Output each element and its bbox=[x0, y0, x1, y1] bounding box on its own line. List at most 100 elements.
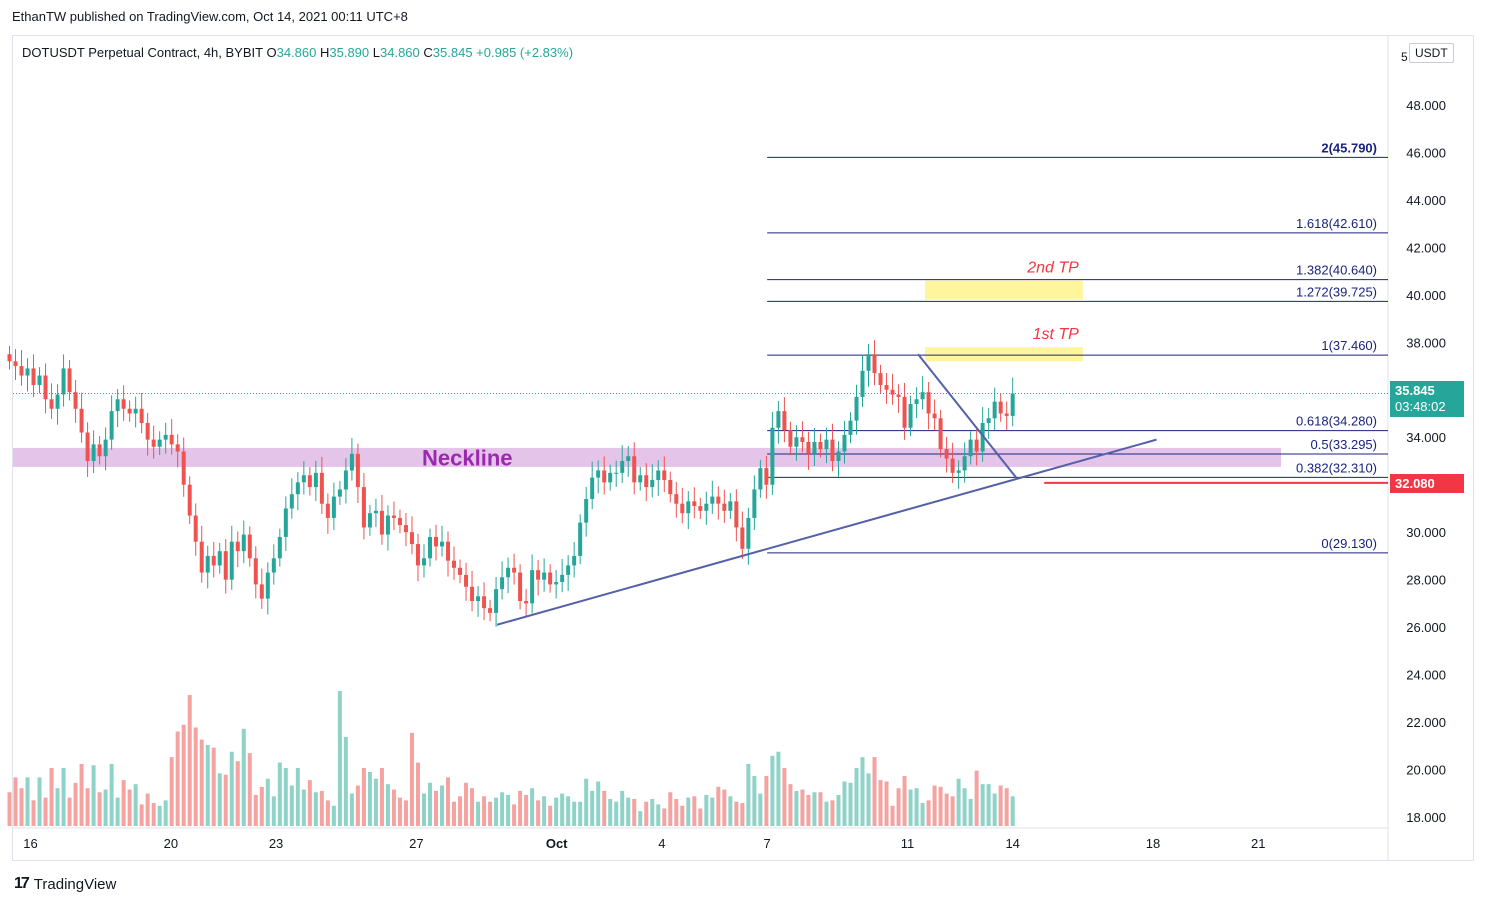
volume-bar bbox=[331, 805, 336, 826]
volume-bar bbox=[325, 800, 330, 826]
volume-bar bbox=[842, 781, 847, 826]
volume-bar bbox=[692, 796, 697, 826]
candle-body bbox=[265, 572, 270, 599]
candle-body bbox=[956, 470, 961, 473]
volume-bar bbox=[890, 805, 895, 826]
tradingview-brand[interactable]: 17 TradingView bbox=[14, 875, 116, 893]
volume-bar bbox=[1010, 796, 1015, 826]
trendline-2 bbox=[917, 353, 1017, 479]
candle-body bbox=[415, 544, 420, 566]
candle-body bbox=[403, 525, 408, 533]
x-tick-label: 7 bbox=[764, 836, 771, 851]
candle-body bbox=[830, 439, 835, 461]
candle-body bbox=[187, 484, 192, 516]
volume-bar bbox=[67, 797, 72, 826]
candle-body bbox=[295, 482, 300, 495]
volume-bar bbox=[740, 803, 745, 826]
volume-bar bbox=[127, 789, 132, 826]
candle-body bbox=[656, 470, 661, 480]
candle-body bbox=[61, 368, 66, 395]
volume-bar bbox=[944, 793, 949, 826]
volume-bar bbox=[91, 765, 96, 826]
candle-body bbox=[770, 427, 775, 485]
volume-bar bbox=[704, 794, 709, 826]
volume-bar bbox=[506, 794, 511, 826]
candle-body bbox=[199, 541, 204, 573]
volume-bar bbox=[566, 796, 571, 826]
candle-body bbox=[788, 430, 793, 447]
volume-bar bbox=[902, 776, 907, 826]
volume-bar bbox=[884, 781, 889, 826]
volume-bar bbox=[656, 804, 661, 826]
volume-bar bbox=[806, 794, 811, 826]
volume-bar bbox=[13, 777, 18, 826]
chart-frame bbox=[12, 35, 1474, 861]
volume-bar bbox=[680, 805, 685, 826]
volume-bar bbox=[133, 784, 138, 826]
volume-bar bbox=[812, 792, 817, 826]
candle-body bbox=[512, 567, 517, 573]
candle-body bbox=[758, 468, 763, 490]
candle-body bbox=[554, 582, 559, 585]
candle-body bbox=[31, 368, 36, 386]
candle-body bbox=[409, 532, 414, 545]
y-tick-label: 40.000 bbox=[1406, 288, 1446, 303]
candle-body bbox=[902, 396, 907, 428]
volume-bar bbox=[211, 747, 216, 826]
x-tick-label: 4 bbox=[658, 836, 665, 851]
candle-body bbox=[596, 470, 601, 478]
candle-body bbox=[986, 418, 991, 424]
volume-bar bbox=[488, 801, 493, 826]
x-tick-label: 14 bbox=[1005, 836, 1019, 851]
volume-bar bbox=[920, 803, 925, 826]
volume-bar bbox=[512, 804, 517, 826]
candle-body bbox=[169, 434, 174, 445]
candle-body bbox=[247, 534, 252, 559]
volume-bar bbox=[427, 782, 432, 826]
volume-bar bbox=[409, 732, 414, 826]
candle-body bbox=[662, 470, 667, 480]
candle-body bbox=[452, 560, 457, 568]
volume-bar bbox=[524, 794, 529, 826]
candle-body bbox=[518, 572, 523, 602]
candle-body bbox=[848, 420, 853, 435]
volume-bar bbox=[650, 799, 655, 826]
candle-body bbox=[145, 423, 150, 440]
candle-body bbox=[337, 489, 342, 497]
volume-bar bbox=[458, 796, 463, 826]
volume-bar bbox=[662, 808, 667, 826]
candle-body bbox=[205, 555, 210, 573]
candle-body bbox=[710, 496, 715, 504]
candle-body bbox=[614, 472, 619, 474]
volume-bar bbox=[998, 785, 1003, 826]
volume-bar bbox=[307, 780, 312, 826]
volume-bar bbox=[572, 801, 577, 826]
candle-body bbox=[476, 596, 481, 602]
candle-body bbox=[794, 437, 799, 447]
volume-bar bbox=[698, 808, 703, 826]
fib-label-8: 0(29.130) bbox=[1321, 536, 1377, 551]
candle-body bbox=[698, 506, 703, 511]
high-value: 35.890 bbox=[329, 45, 370, 60]
volume-bar bbox=[277, 762, 282, 826]
volume-bar bbox=[668, 792, 673, 826]
volume-bar bbox=[187, 695, 192, 826]
currency-unit-button[interactable]: USDT bbox=[1409, 43, 1454, 63]
candle-body bbox=[536, 570, 541, 580]
candle-body bbox=[157, 439, 162, 447]
volume-bar bbox=[932, 785, 937, 826]
candle-body bbox=[217, 551, 222, 566]
volume-bar bbox=[361, 767, 366, 826]
volume-bar bbox=[848, 782, 853, 826]
volume-bar bbox=[379, 767, 384, 826]
volume-bar bbox=[686, 797, 691, 826]
x-tick-label: 20 bbox=[164, 836, 178, 851]
candle-body bbox=[325, 503, 330, 518]
bar-countdown: 03:48:02 bbox=[1395, 399, 1446, 415]
volume-bar bbox=[542, 796, 547, 826]
volume-bar bbox=[115, 797, 120, 826]
candle-body bbox=[878, 373, 883, 386]
y-tick-label: 18.000 bbox=[1406, 810, 1446, 825]
volume-bar bbox=[97, 792, 102, 826]
